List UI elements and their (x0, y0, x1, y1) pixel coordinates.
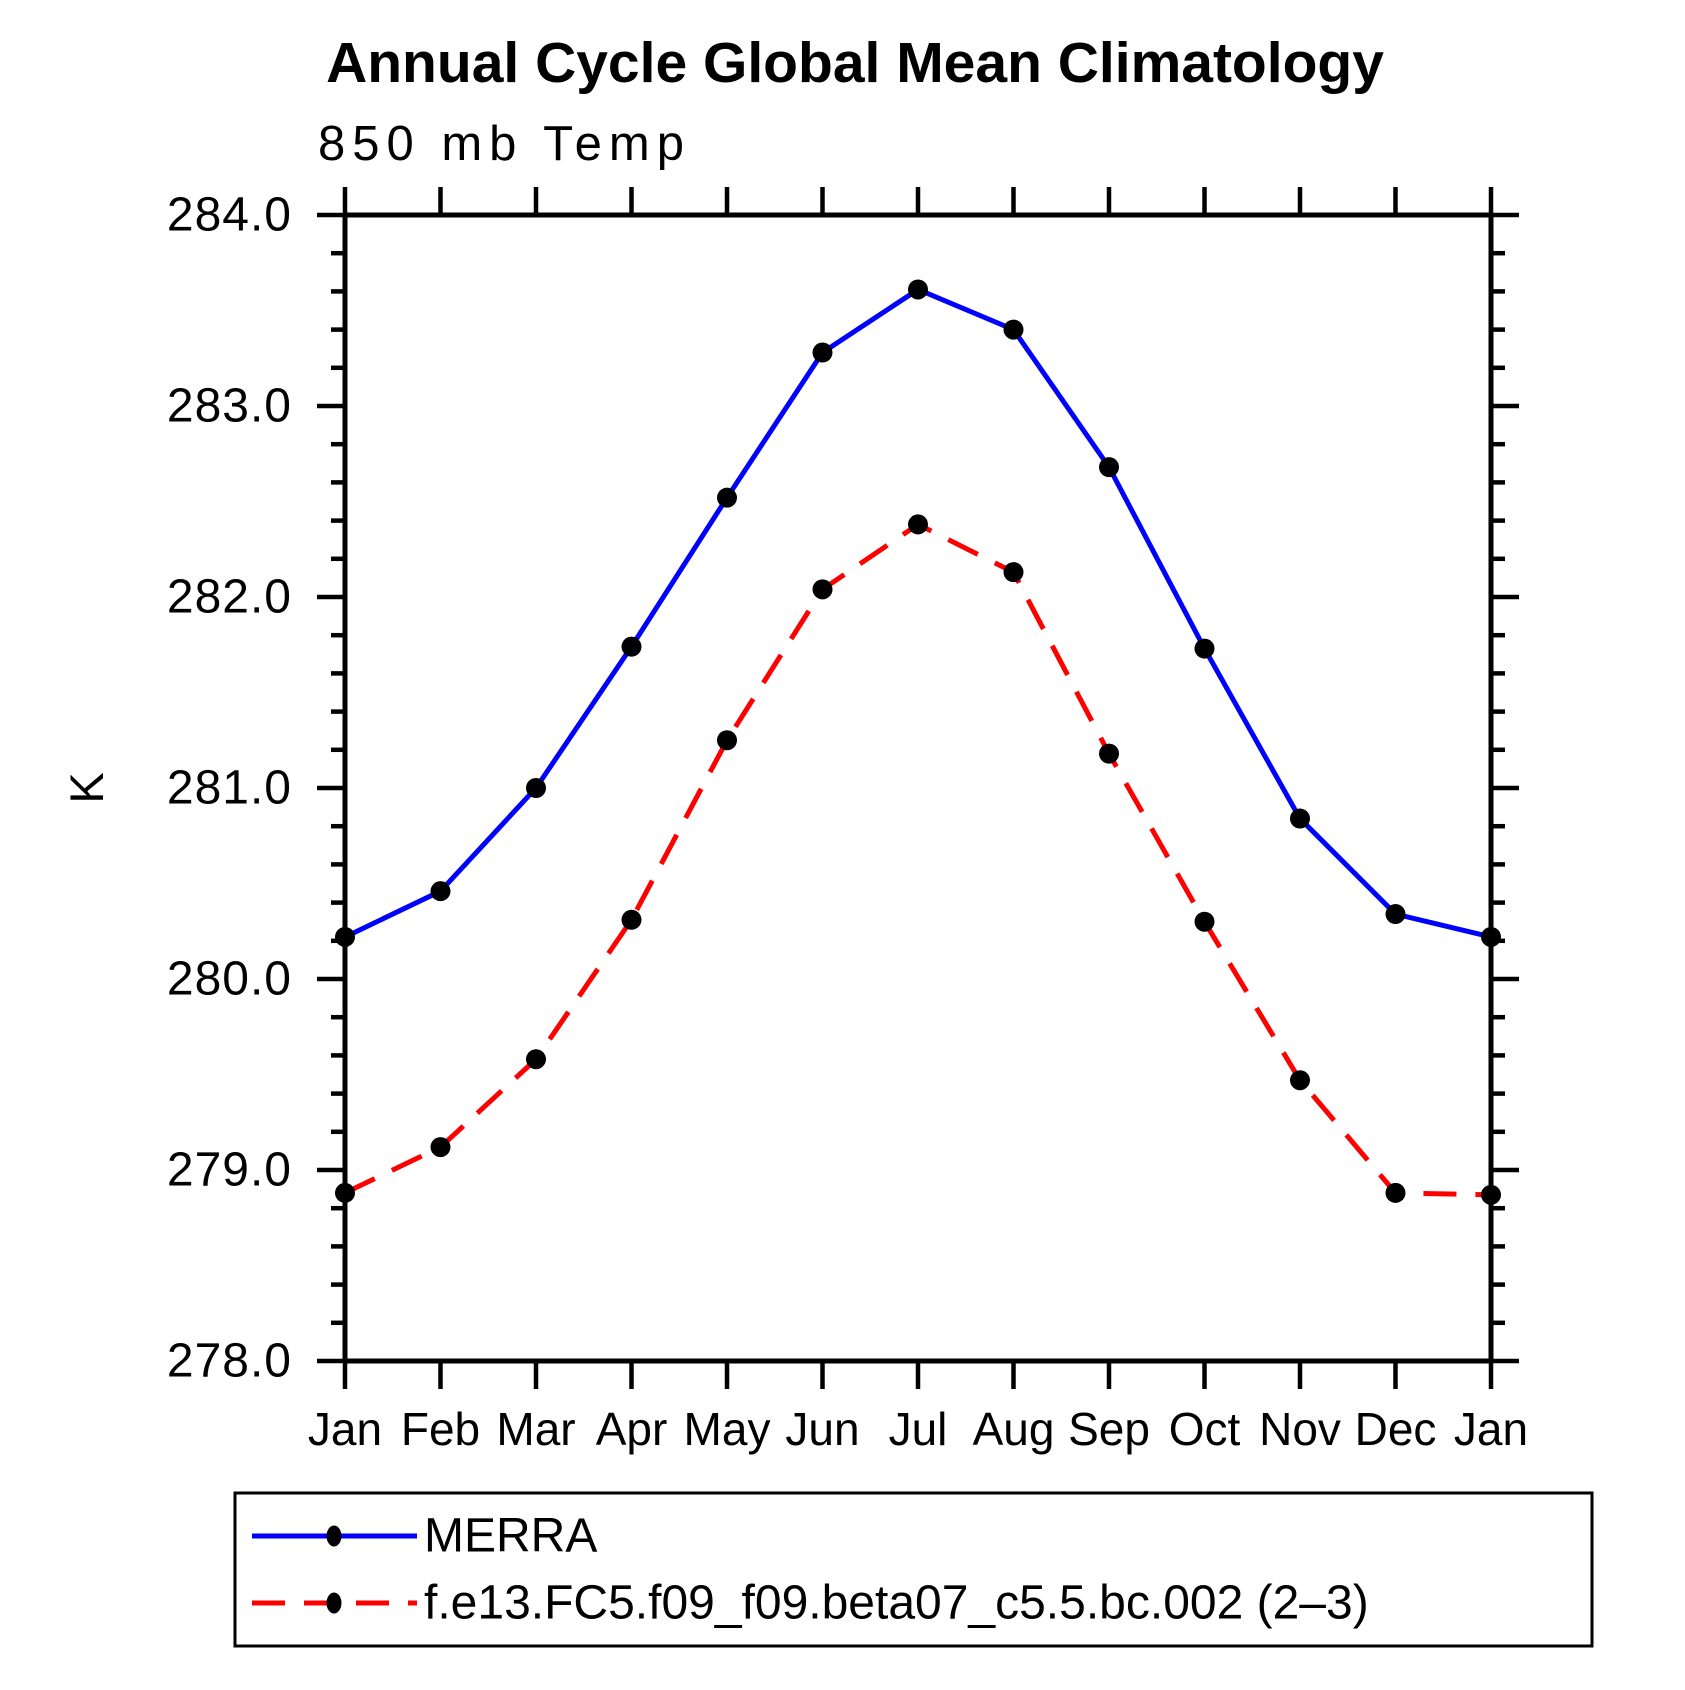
axis-ticks (317, 187, 1519, 1389)
legend-entry-model: f.e13.FC5.f09_f09.beta07_c5.5.bc.002 (2–… (252, 1577, 1369, 1630)
y-tick-label: 282.0 (167, 571, 292, 624)
data-point-marker (908, 279, 928, 300)
y-tick-label: 281.0 (167, 762, 292, 815)
x-tick-label: Nov (1259, 1403, 1341, 1455)
data-point-marker (1290, 1070, 1310, 1091)
y-tick-label: 284.0 (167, 189, 292, 242)
legend-marker-dot (326, 1592, 342, 1614)
data-point-marker (1003, 319, 1024, 340)
data-point-marker (526, 778, 546, 798)
y-axis-label: K (60, 772, 113, 803)
data-point-marker (1481, 1184, 1501, 1205)
data-point-marker (1385, 904, 1406, 925)
x-tick-label: Dec (1355, 1403, 1437, 1455)
legend: MERRA f.e13.FC5.f09_f09.beta07_c5.5.bc.0… (233, 1491, 1594, 1648)
data-point-marker (430, 1137, 451, 1158)
legend-label-merra: MERRA (424, 1510, 597, 1563)
chart-subtitle: 850 mb Temp (318, 117, 691, 171)
chart-title: Annual Cycle Global Mean Climatology (326, 31, 1384, 95)
legend-entry-merra: MERRA (252, 1510, 597, 1563)
data-point-marker (335, 1182, 355, 1203)
x-tick-label: Jan (308, 1403, 382, 1455)
axis-frame (342, 212, 1494, 1364)
data-point-marker (1385, 1182, 1406, 1203)
x-tick-label: Sep (1068, 1403, 1150, 1455)
x-tick-label: Jan (1454, 1403, 1528, 1455)
series-line-model (343, 521, 1492, 1198)
data-point-marker (717, 487, 737, 508)
data-point-marker (812, 342, 833, 363)
data-point-marker (430, 881, 451, 902)
x-tick-label: Mar (496, 1403, 575, 1455)
series-line-merra (343, 286, 1492, 940)
axis-tick-labels: Jan Feb Mar Apr May Jun Jul Aug Sep Oct Nov Dec Jan 2… (167, 189, 1528, 1456)
legend-border (233, 1491, 1594, 1648)
data-point-marker (335, 926, 355, 947)
y-tick-label: 278.0 (167, 1335, 292, 1388)
data-point-marker (1003, 562, 1024, 583)
x-tick-label: Jul (889, 1403, 948, 1455)
data-point-marker (812, 579, 833, 600)
y-tick-label: 283.0 (167, 380, 292, 433)
x-tick-label: Aug (973, 1403, 1055, 1455)
data-point-marker (908, 514, 928, 535)
x-tick-label: Apr (596, 1403, 668, 1455)
data-point-marker (1481, 926, 1501, 947)
data-point-marker (621, 909, 642, 930)
data-point-marker (1290, 808, 1310, 829)
x-tick-label: Oct (1169, 1403, 1241, 1455)
x-tick-label: Jun (785, 1403, 859, 1455)
data-point-marker (1194, 638, 1215, 659)
data-point-marker (1194, 911, 1215, 932)
data-series (335, 279, 1501, 1205)
legend-marker-dot (326, 1525, 342, 1547)
y-tick-label: 279.0 (167, 1144, 292, 1197)
y-tick-label: 280.0 (167, 953, 292, 1006)
data-point-marker (526, 1049, 546, 1070)
legend-label-model: f.e13.FC5.f09_f09.beta07_c5.5.bc.002 (2–… (424, 1577, 1369, 1630)
data-point-marker (1099, 457, 1119, 478)
data-point-marker (717, 730, 737, 751)
x-tick-label: May (684, 1403, 771, 1455)
x-tick-label: Feb (401, 1403, 480, 1455)
data-point-marker (1099, 743, 1119, 764)
data-point-marker (621, 636, 642, 657)
